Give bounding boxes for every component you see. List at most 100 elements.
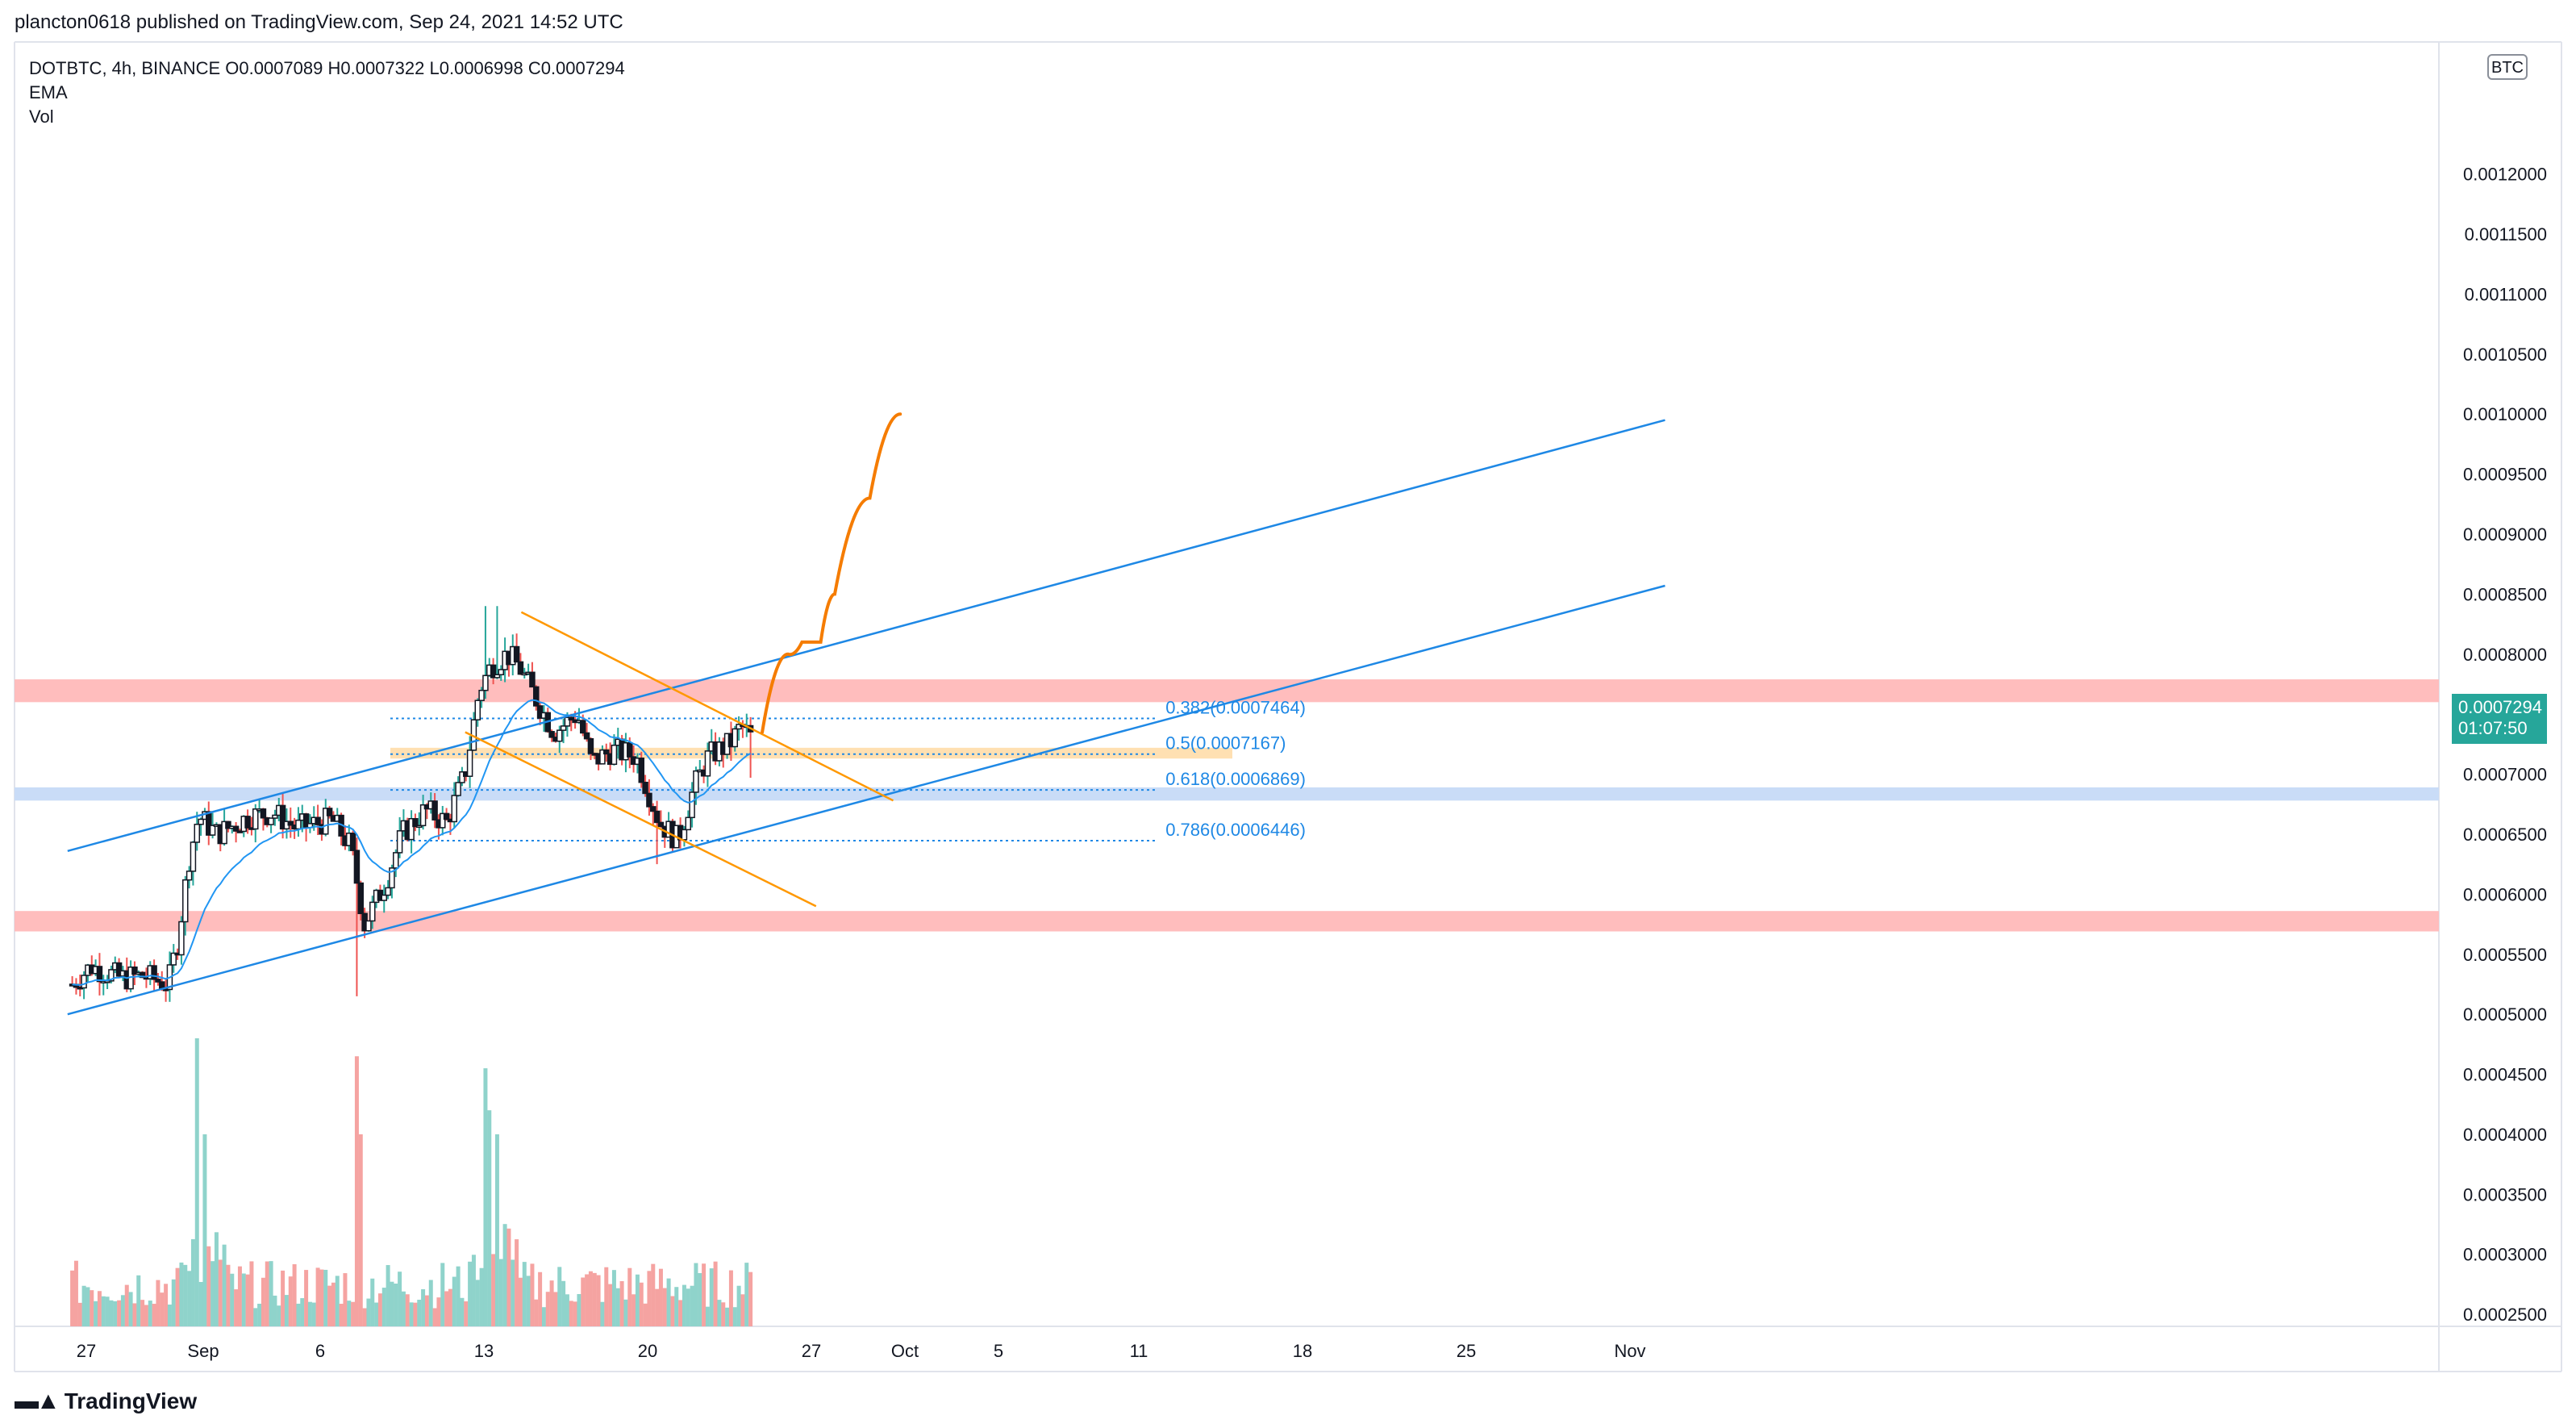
candle-body bbox=[357, 882, 365, 915]
candle-body bbox=[287, 820, 294, 826]
fib-level-label: 0.786(0.0006446) bbox=[1165, 820, 1306, 840]
volume-bar bbox=[709, 1268, 714, 1326]
time-axis[interactable]: 27 Sep 6 13 20 27 Oct 5 11 18 25 Nov bbox=[77, 1341, 1646, 1361]
volume-bar bbox=[183, 1264, 188, 1326]
volume-bar bbox=[460, 1297, 465, 1326]
x-tick-label: 27 bbox=[802, 1341, 821, 1361]
fib-level-label: 0.618(0.0006869) bbox=[1165, 769, 1306, 789]
volume-bar bbox=[335, 1276, 340, 1326]
volume-bar bbox=[424, 1295, 429, 1326]
volume-bar bbox=[164, 1284, 169, 1326]
volume-bar bbox=[541, 1307, 546, 1326]
x-tick-label: 27 bbox=[77, 1341, 96, 1361]
volume-bar bbox=[670, 1296, 675, 1326]
volume-bar bbox=[261, 1277, 265, 1326]
y-tick-label: 0.0010500 bbox=[2463, 344, 2547, 365]
wedge-lower-line bbox=[465, 731, 817, 908]
volume-bar bbox=[494, 1134, 499, 1326]
candle-body bbox=[353, 850, 361, 884]
price-axis[interactable]: 0.0012000 0.0011500 0.0011000 0.0010500 0.00… bbox=[2463, 165, 2547, 1325]
volume-bar bbox=[498, 1259, 503, 1326]
volume-bar bbox=[736, 1285, 741, 1326]
volume-bar bbox=[377, 1293, 382, 1326]
volume-bar bbox=[405, 1294, 410, 1326]
volume-bar bbox=[748, 1271, 753, 1326]
volume-bar bbox=[101, 1296, 106, 1326]
vol-legend-label[interactable]: Vol bbox=[29, 106, 54, 127]
volume-bar bbox=[421, 1288, 426, 1326]
currency-badge[interactable]: BTC bbox=[2487, 54, 2528, 80]
candle-body bbox=[369, 901, 376, 922]
candle-body bbox=[482, 674, 489, 691]
volume-bar bbox=[744, 1263, 749, 1326]
volume-bar bbox=[483, 1068, 488, 1326]
tradingview-branding[interactable]: ▬▲ TradingView bbox=[15, 1388, 197, 1415]
bar-countdown: 01:07:50 bbox=[2458, 718, 2528, 738]
volume-bar bbox=[538, 1271, 543, 1326]
volume-bar bbox=[300, 1298, 305, 1326]
volume-bar bbox=[347, 1301, 352, 1326]
volume-bar bbox=[156, 1280, 160, 1326]
candle-body bbox=[560, 725, 567, 731]
volume-bar bbox=[97, 1291, 102, 1326]
volume-bar bbox=[592, 1272, 597, 1326]
volume-bar bbox=[288, 1276, 293, 1326]
y-tick-label: 0.0008500 bbox=[2463, 584, 2547, 604]
candle-body bbox=[408, 817, 415, 841]
candle-body bbox=[490, 664, 497, 679]
volume-bar bbox=[296, 1303, 301, 1326]
candle-body bbox=[416, 825, 423, 829]
volume-bar bbox=[202, 1134, 207, 1326]
candle-body bbox=[693, 770, 699, 793]
candle-body bbox=[474, 699, 481, 720]
volume-bar bbox=[557, 1267, 562, 1326]
candle-body bbox=[190, 841, 197, 872]
volume-bar bbox=[175, 1267, 180, 1326]
candle-body bbox=[315, 816, 321, 825]
volume-bar bbox=[623, 1299, 628, 1326]
support-zone bbox=[15, 787, 2439, 801]
volume-bar bbox=[573, 1301, 577, 1326]
volume-bar bbox=[140, 1300, 145, 1326]
candle-body bbox=[494, 674, 501, 679]
volume-bar bbox=[94, 1301, 98, 1326]
volume-bar bbox=[269, 1261, 273, 1326]
volume-bar bbox=[456, 1266, 461, 1326]
volume-bar bbox=[732, 1307, 737, 1326]
volume-bar bbox=[398, 1271, 402, 1326]
volume-bar bbox=[611, 1270, 616, 1326]
volume-bar bbox=[331, 1282, 336, 1326]
volume-bar bbox=[428, 1280, 433, 1326]
volume-bar bbox=[464, 1301, 469, 1326]
price-zones[interactable] bbox=[15, 679, 2439, 932]
volume-bar bbox=[136, 1275, 141, 1326]
volume-bar bbox=[90, 1290, 94, 1326]
y-tick-label: 0.0004500 bbox=[2463, 1065, 2547, 1085]
candle-body bbox=[221, 820, 227, 845]
volume-bar bbox=[705, 1306, 710, 1326]
ema-legend-label[interactable]: EMA bbox=[29, 82, 68, 102]
volume-bar bbox=[319, 1269, 324, 1326]
volume-bar bbox=[374, 1302, 379, 1326]
volume-bar bbox=[452, 1276, 456, 1326]
volume-bar bbox=[281, 1270, 286, 1326]
y-tick-label: 0.0005000 bbox=[2463, 1004, 2547, 1025]
wedge-upper-line bbox=[520, 611, 894, 802]
candle-body bbox=[689, 791, 695, 819]
channel-lower-line bbox=[67, 584, 1665, 1016]
candle-body bbox=[653, 810, 661, 824]
candle-body bbox=[646, 792, 652, 808]
volume-bar bbox=[432, 1308, 437, 1326]
volume-bar bbox=[323, 1269, 328, 1326]
volume-bar bbox=[444, 1291, 449, 1326]
y-tick-label: 0.0006500 bbox=[2463, 825, 2547, 845]
fibonacci-retracement[interactable]: 0.382(0.0007464)0.5(0.0007167)0.618(0.00… bbox=[390, 698, 1306, 842]
volume-bar bbox=[526, 1276, 531, 1326]
volume-bar bbox=[362, 1308, 367, 1326]
volume-bar bbox=[678, 1300, 683, 1326]
trend-drawings[interactable] bbox=[67, 412, 1665, 1016]
candle-body bbox=[459, 771, 465, 783]
y-tick-label: 0.0009000 bbox=[2463, 524, 2547, 545]
candle-body bbox=[396, 830, 403, 854]
